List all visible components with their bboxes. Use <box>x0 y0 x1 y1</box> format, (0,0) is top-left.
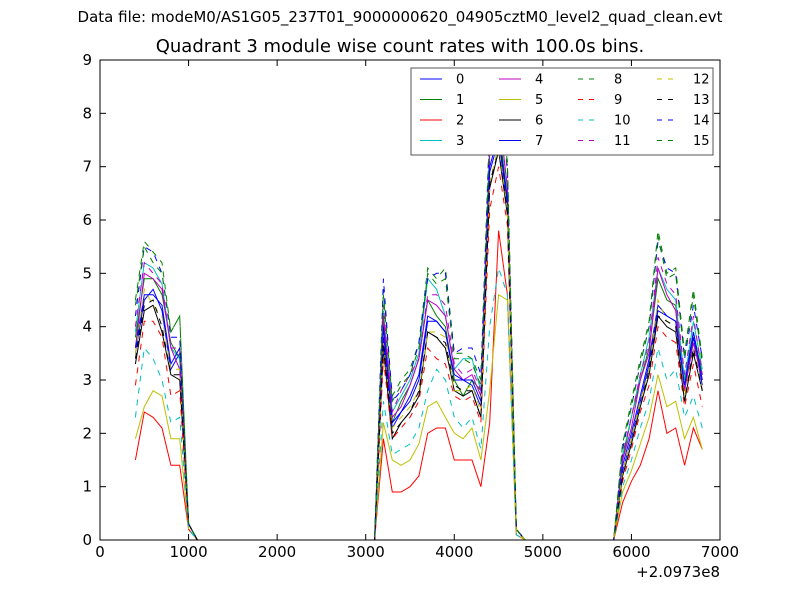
x-tick-label: 3000 <box>347 543 385 561</box>
plot-frame <box>99 59 721 541</box>
legend-label-6: 6 <box>535 114 543 129</box>
legend-label-5: 5 <box>535 93 543 108</box>
x-offset-label: +2.0973e8 <box>636 563 720 581</box>
series-line-10 <box>134 267 703 540</box>
figure-suptitle: Data file: modeM0/AS1G05_237T01_90000006… <box>77 8 723 26</box>
y-tick-label: 7 <box>82 158 92 176</box>
x-tick-label: 6000 <box>612 543 650 561</box>
y-tick-label: 6 <box>82 211 92 229</box>
legend-label-13: 13 <box>693 93 710 108</box>
chart-title: Quadrant 3 module wise count rates with … <box>155 36 645 57</box>
y-tick-label: 5 <box>82 264 92 282</box>
legend-label-7: 7 <box>535 134 543 149</box>
series-line-6 <box>134 150 703 540</box>
y-tick-label: 9 <box>82 51 92 69</box>
y-tick-label: 2 <box>82 424 92 442</box>
legend-label-8: 8 <box>614 73 622 88</box>
legend-label-9: 9 <box>614 93 622 108</box>
legend-label-15: 15 <box>693 134 710 149</box>
legend-label-12: 12 <box>693 73 710 88</box>
series-line-14 <box>134 91 703 540</box>
y-tick-label: 1 <box>82 478 92 496</box>
legend-label-2: 2 <box>456 114 464 129</box>
x-tick-label: 5000 <box>524 543 562 561</box>
legend-label-11: 11 <box>614 134 631 149</box>
series-line-5 <box>134 293 703 540</box>
y-tick-label: 8 <box>82 104 92 122</box>
series-line-8 <box>134 95 703 540</box>
x-tick-label: 4000 <box>435 543 473 561</box>
y-tick-label: 4 <box>82 318 92 336</box>
legend-label-14: 14 <box>693 114 710 129</box>
legend-label-3: 3 <box>456 134 464 149</box>
series-line-3 <box>134 113 703 540</box>
legend-label-10: 10 <box>614 114 631 129</box>
legend-label-4: 4 <box>535 73 543 88</box>
x-tick-label: 2000 <box>258 543 296 561</box>
series-line-1 <box>134 123 703 540</box>
x-tick-label: 7000 <box>701 543 739 561</box>
series-group <box>134 86 703 540</box>
series-line-15 <box>134 102 703 540</box>
x-tick-label: 0 <box>95 543 105 561</box>
series-line-7 <box>134 134 703 540</box>
y-tick-label: 0 <box>82 531 92 549</box>
series-line-11 <box>134 86 703 540</box>
series-line-2 <box>134 230 703 540</box>
series-line-0 <box>134 139 703 540</box>
x-tick-label: 1000 <box>169 543 207 561</box>
y-tick-label: 3 <box>82 371 92 389</box>
legend-box <box>410 67 714 156</box>
legend-label-1: 1 <box>456 93 464 108</box>
legend-label-0: 0 <box>456 73 464 88</box>
